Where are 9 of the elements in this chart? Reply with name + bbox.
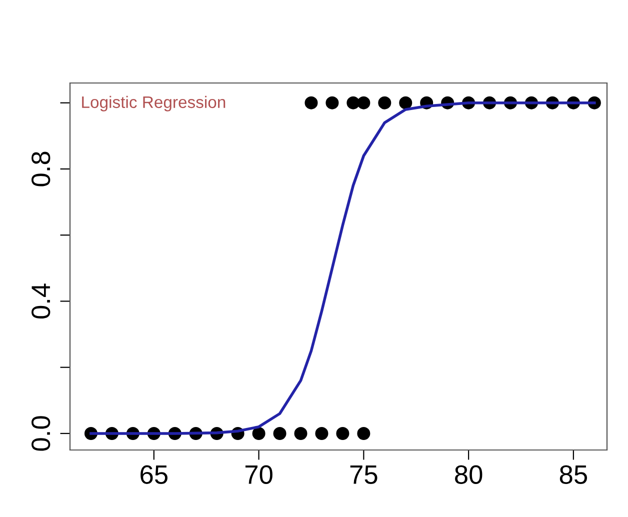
x-tick-label: 80 <box>455 465 482 484</box>
y-tick-label: 0.8 <box>32 152 50 186</box>
x-tick-label: 70 <box>245 465 272 484</box>
y-tick-label: 0.0 <box>32 416 50 451</box>
x-tick-label: 65 <box>140 465 168 484</box>
annotation: Logistic Regression <box>82 96 226 112</box>
y-tick-label: 0.4 <box>32 284 50 319</box>
x-tick-label: 75 <box>350 466 378 484</box>
x-tick-label: 85 <box>560 465 588 484</box>
